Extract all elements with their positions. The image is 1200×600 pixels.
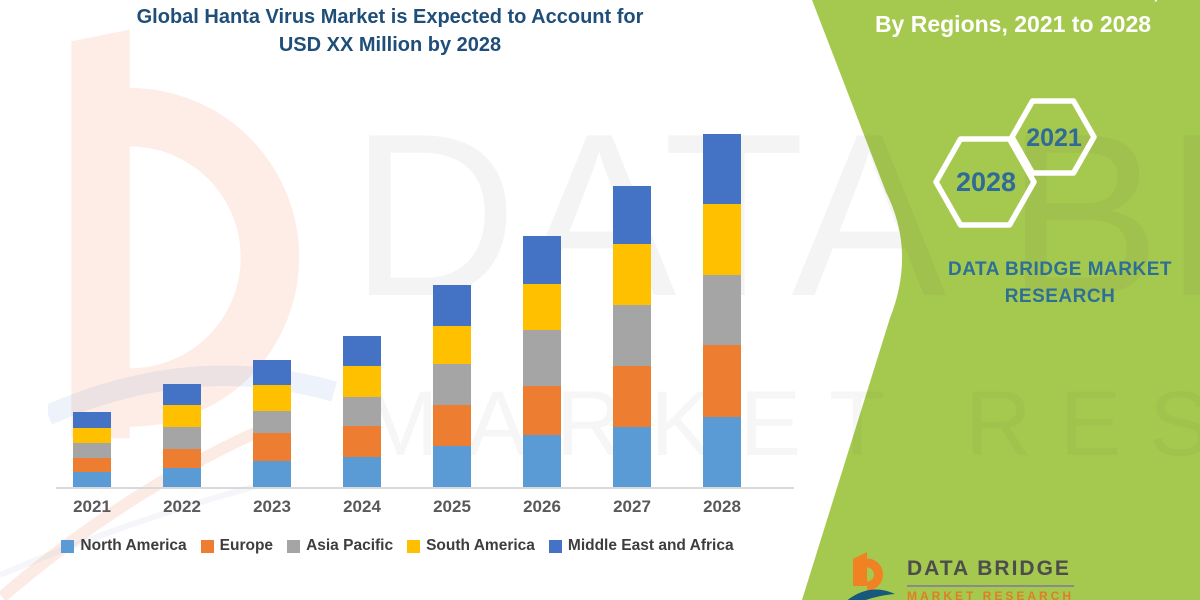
legend-swatch xyxy=(61,539,75,553)
plot-area: 2021 2022 2023 2024 2025 2026 2027 2028 xyxy=(73,134,741,516)
bar-segment-2021-north-america xyxy=(73,472,111,488)
bar-segment-2022-europe xyxy=(163,449,201,468)
footer-logo-name: DATA BRIDGE xyxy=(907,557,1075,587)
bar-segment-2027-south-america xyxy=(613,244,651,305)
x-axis-label-2024: 2024 xyxy=(343,497,381,516)
brand-text: DATA BRIDGE MARKET RESEARCH xyxy=(918,256,1200,310)
stacked-bar-2026 xyxy=(523,236,561,488)
bar-segment-2023-middle-east-and-africa xyxy=(253,360,291,385)
bar-segment-2027-north-america xyxy=(613,427,651,488)
x-axis-label-2027: 2027 xyxy=(613,497,651,516)
x-axis-label-2022: 2022 xyxy=(163,497,201,516)
chart-legend: North America Europe Asia Pacific South Ame… xyxy=(25,537,770,555)
legend-swatch xyxy=(287,539,301,553)
panel-heading-line1: Global Hanta Virus Market, xyxy=(867,0,1159,3)
bar-segment-2022-south-america xyxy=(163,405,201,427)
bar-segment-2026-south-america xyxy=(523,284,561,330)
footer-logo: DATA BRIDGE MARKET RESEARCH xyxy=(843,550,1075,600)
legend-swatch xyxy=(548,539,562,553)
bar-segment-2028-europe xyxy=(703,345,741,417)
x-axis-label-2028: 2028 xyxy=(703,497,741,516)
bar-segment-2027-asia-pacific xyxy=(613,305,651,366)
bar-segment-2027-europe xyxy=(613,366,651,427)
bar-segment-2026-middle-east-and-africa xyxy=(523,236,561,284)
panel-heading-line2: By Regions, 2021 to 2028 xyxy=(874,11,1152,37)
x-axis-line xyxy=(56,487,794,489)
bar-segment-2028-asia-pacific xyxy=(703,275,741,345)
legend-swatch xyxy=(200,539,214,553)
stacked-bar-2021 xyxy=(73,412,111,488)
chart-title-line1: Global Hanta Virus Market is Expected to… xyxy=(136,6,644,28)
legend-label: Europe xyxy=(219,537,274,554)
stacked-bar-2023 xyxy=(253,360,291,488)
bar-segment-2024-north-america xyxy=(343,457,381,488)
bar-segment-2025-middle-east-and-africa xyxy=(433,285,471,326)
brand-text-line1: DATA BRIDGE MARKET xyxy=(948,259,1172,280)
stacked-bar-2022 xyxy=(163,384,201,488)
hexagon-2028 xyxy=(933,136,1037,228)
legend-swatch xyxy=(407,539,421,553)
hexagon-2021-label: 2021 xyxy=(1026,124,1082,152)
bar-segment-2021-middle-east-and-africa xyxy=(73,412,111,428)
chart-title-line2: USD XX Million by 2028 xyxy=(278,34,502,56)
bar-segment-2025-north-america xyxy=(433,446,471,488)
bar-segment-2021-south-america xyxy=(73,428,111,443)
x-axis-label-2025: 2025 xyxy=(433,497,471,516)
bar-segment-2028-south-america xyxy=(703,204,741,275)
hexagon-2028-label: 2028 xyxy=(955,167,1017,197)
x-axis-label-2026: 2026 xyxy=(523,497,561,516)
legend-label: Middle East and Africa xyxy=(567,537,734,554)
bar-segment-2023-europe xyxy=(253,433,291,461)
bar-segment-2021-asia-pacific xyxy=(73,443,111,458)
bar-segment-2026-north-america xyxy=(523,435,561,488)
bar-segment-2024-europe xyxy=(343,426,381,457)
panel-heading: Global Hanta Virus Market, By Regions, 2… xyxy=(826,0,1200,41)
x-axis-label-2021: 2021 xyxy=(73,497,111,516)
bar-segment-2021-europe xyxy=(73,458,111,472)
legend-label: North America xyxy=(80,537,187,554)
bar-segment-2023-south-america xyxy=(253,385,291,411)
chart-title: Global Hanta Virus Market is Expected to… xyxy=(20,3,760,59)
bar-segment-2024-south-america xyxy=(343,366,381,397)
stacked-bar-2028 xyxy=(703,134,741,488)
stacked-bar-2027 xyxy=(613,186,651,488)
legend-item-asia-pacific: Asia Pacific xyxy=(287,537,393,555)
bar-segment-2025-asia-pacific xyxy=(433,364,471,405)
legend-item-middle-east-and-africa: Middle East and Africa xyxy=(548,537,734,555)
bar-segment-2022-north-america xyxy=(163,468,201,488)
bar-segment-2025-south-america xyxy=(433,326,471,364)
bar-segment-2025-europe xyxy=(433,405,471,446)
legend-label: Asia Pacific xyxy=(306,537,394,554)
bar-segment-2026-asia-pacific xyxy=(523,330,561,386)
bar-segment-2024-asia-pacific xyxy=(343,397,381,426)
legend-item-south-america: South America xyxy=(407,537,535,555)
stacked-bar-2025 xyxy=(433,285,471,488)
bar-segment-2024-middle-east-and-africa xyxy=(343,336,381,366)
bar-segment-2026-europe xyxy=(523,386,561,435)
x-axis-label-2023: 2023 xyxy=(253,497,291,516)
data-bridge-logo-icon xyxy=(847,552,895,600)
stacked-bar-2024 xyxy=(343,336,381,488)
hexagon-2021 xyxy=(1009,98,1097,176)
year-hexagons xyxy=(933,98,1097,228)
legend-item-europe: Europe xyxy=(200,537,274,555)
bar-segment-2022-middle-east-and-africa xyxy=(163,384,201,405)
bar-segment-2028-north-america xyxy=(703,417,741,488)
brand-text-line2: RESEARCH xyxy=(1004,286,1116,307)
bar-segment-2023-asia-pacific xyxy=(253,411,291,433)
bar-segment-2027-middle-east-and-africa xyxy=(613,186,651,244)
footer-logo-subline: MARKET RESEARCH xyxy=(907,589,1075,600)
legend-label: South America xyxy=(426,537,535,554)
bar-segment-2028-middle-east-and-africa xyxy=(703,134,741,204)
bar-segment-2022-asia-pacific xyxy=(163,427,201,449)
legend-item-north-america: North America xyxy=(61,537,187,555)
bar-segment-2023-north-america xyxy=(253,461,291,488)
